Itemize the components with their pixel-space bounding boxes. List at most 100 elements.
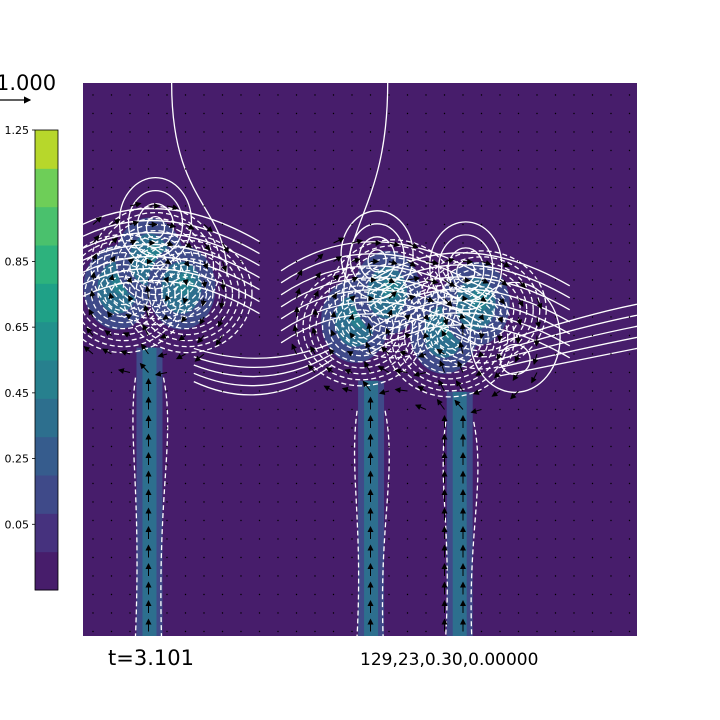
vector-dot: [610, 371, 612, 374]
contour-negative: [135, 245, 240, 342]
vector-dot: [536, 242, 538, 244]
vector-dot: [480, 242, 483, 244]
vector-dot: [203, 575, 205, 577]
vector-dot: [277, 408, 279, 411]
vector-dot: [277, 242, 279, 244]
vector-arrow: [407, 275, 421, 282]
vector-arrow: [517, 298, 524, 308]
vector-dot: [406, 408, 409, 411]
contour-streamline: [83, 279, 260, 315]
vector-dot: [480, 427, 483, 429]
vector-dot: [610, 630, 612, 633]
vector-dot: [92, 556, 94, 559]
vector-arrow: [388, 290, 397, 299]
vector-arrow: [407, 242, 419, 249]
vector-dot: [554, 131, 557, 133]
vector-dot: [110, 630, 113, 633]
vector-arrow: [498, 297, 505, 305]
vector-arrow: [122, 332, 131, 338]
vector-dot: [92, 445, 94, 448]
vector-arrow: [83, 346, 94, 355]
vector-dot: [277, 538, 279, 540]
vector-dot: [221, 112, 224, 115]
vector-dot: [295, 112, 298, 115]
vector-arrow: [404, 332, 411, 339]
vector-dot: [628, 371, 631, 374]
vector-dot: [314, 186, 316, 189]
vector-dot: [184, 94, 187, 96]
vector-arrow: [535, 316, 541, 329]
vector-dot: [258, 501, 261, 503]
vector-dot: [110, 205, 113, 207]
vector-dot: [184, 371, 187, 374]
vector-dot: [406, 538, 409, 540]
vector-dot: [517, 464, 520, 466]
vector-dot: [351, 464, 353, 466]
vector-dot: [240, 575, 242, 577]
vector-dot: [628, 112, 631, 115]
vector-dot: [295, 556, 298, 559]
vector-dot: [277, 482, 279, 485]
vector-dot: [443, 149, 446, 152]
contour-bridge: [193, 353, 333, 378]
vector-dot: [184, 186, 187, 189]
vector-arrow: [425, 259, 439, 266]
plume-head-inner: [470, 288, 489, 311]
vector-dot: [314, 464, 316, 466]
vector-dot: [221, 464, 224, 466]
vector-dot: [406, 464, 409, 466]
vector-dot: [610, 482, 612, 485]
vector-dot: [184, 556, 187, 559]
vector-dot: [110, 371, 113, 374]
vector-arrow: [201, 279, 208, 289]
vector-dot: [591, 408, 594, 411]
vector-arrow: [330, 329, 337, 337]
vector-dot: [314, 482, 316, 485]
vector-dot: [203, 390, 205, 392]
vector-dot: [92, 482, 94, 485]
contour-stem: [353, 410, 360, 636]
vector-arrow: [157, 352, 168, 358]
vector-dot: [554, 94, 557, 96]
vector-dot: [517, 168, 520, 170]
vector-dot: [240, 482, 242, 485]
contour-negative: [135, 247, 176, 284]
vector-dot: [406, 205, 409, 207]
vector-dot: [129, 519, 131, 522]
vector-dot: [573, 445, 575, 448]
vector-dot: [610, 427, 612, 429]
vector-dot: [92, 168, 94, 170]
vector-dot: [258, 427, 261, 429]
vector-arrow: [203, 242, 211, 251]
colorbar-level: [35, 206, 58, 246]
vector-dot: [573, 538, 575, 540]
vector-dot: [184, 131, 187, 133]
vector-dot: [129, 445, 131, 448]
vector-dot: [536, 575, 538, 577]
vector-dot: [554, 390, 557, 392]
vector-dot: [240, 334, 242, 337]
vector-dot: [388, 149, 390, 152]
vector-arrow: [472, 389, 482, 395]
vector-dot: [443, 112, 446, 115]
contour-negative: [161, 269, 214, 318]
vector-dot: [277, 630, 279, 633]
vector-dot: [166, 445, 168, 448]
vector-dot: [166, 501, 168, 503]
vector-arrow: [181, 315, 188, 323]
vector-arrow: [108, 292, 115, 300]
vector-dot: [221, 131, 224, 133]
vector-dot: [591, 94, 594, 96]
vector-arrow: [307, 364, 316, 373]
colorbar-level: [35, 475, 58, 514]
vector-dot: [129, 390, 131, 392]
vector-dot: [314, 94, 316, 96]
vector-dot: [258, 94, 261, 96]
vector-dot: [240, 316, 242, 318]
vector-dot: [184, 427, 187, 429]
vector-dot: [221, 427, 224, 429]
vector-dot: [499, 408, 501, 411]
vector-arrow: [365, 341, 371, 355]
vector-dot: [443, 205, 446, 207]
plume-stem-core: [364, 380, 379, 636]
